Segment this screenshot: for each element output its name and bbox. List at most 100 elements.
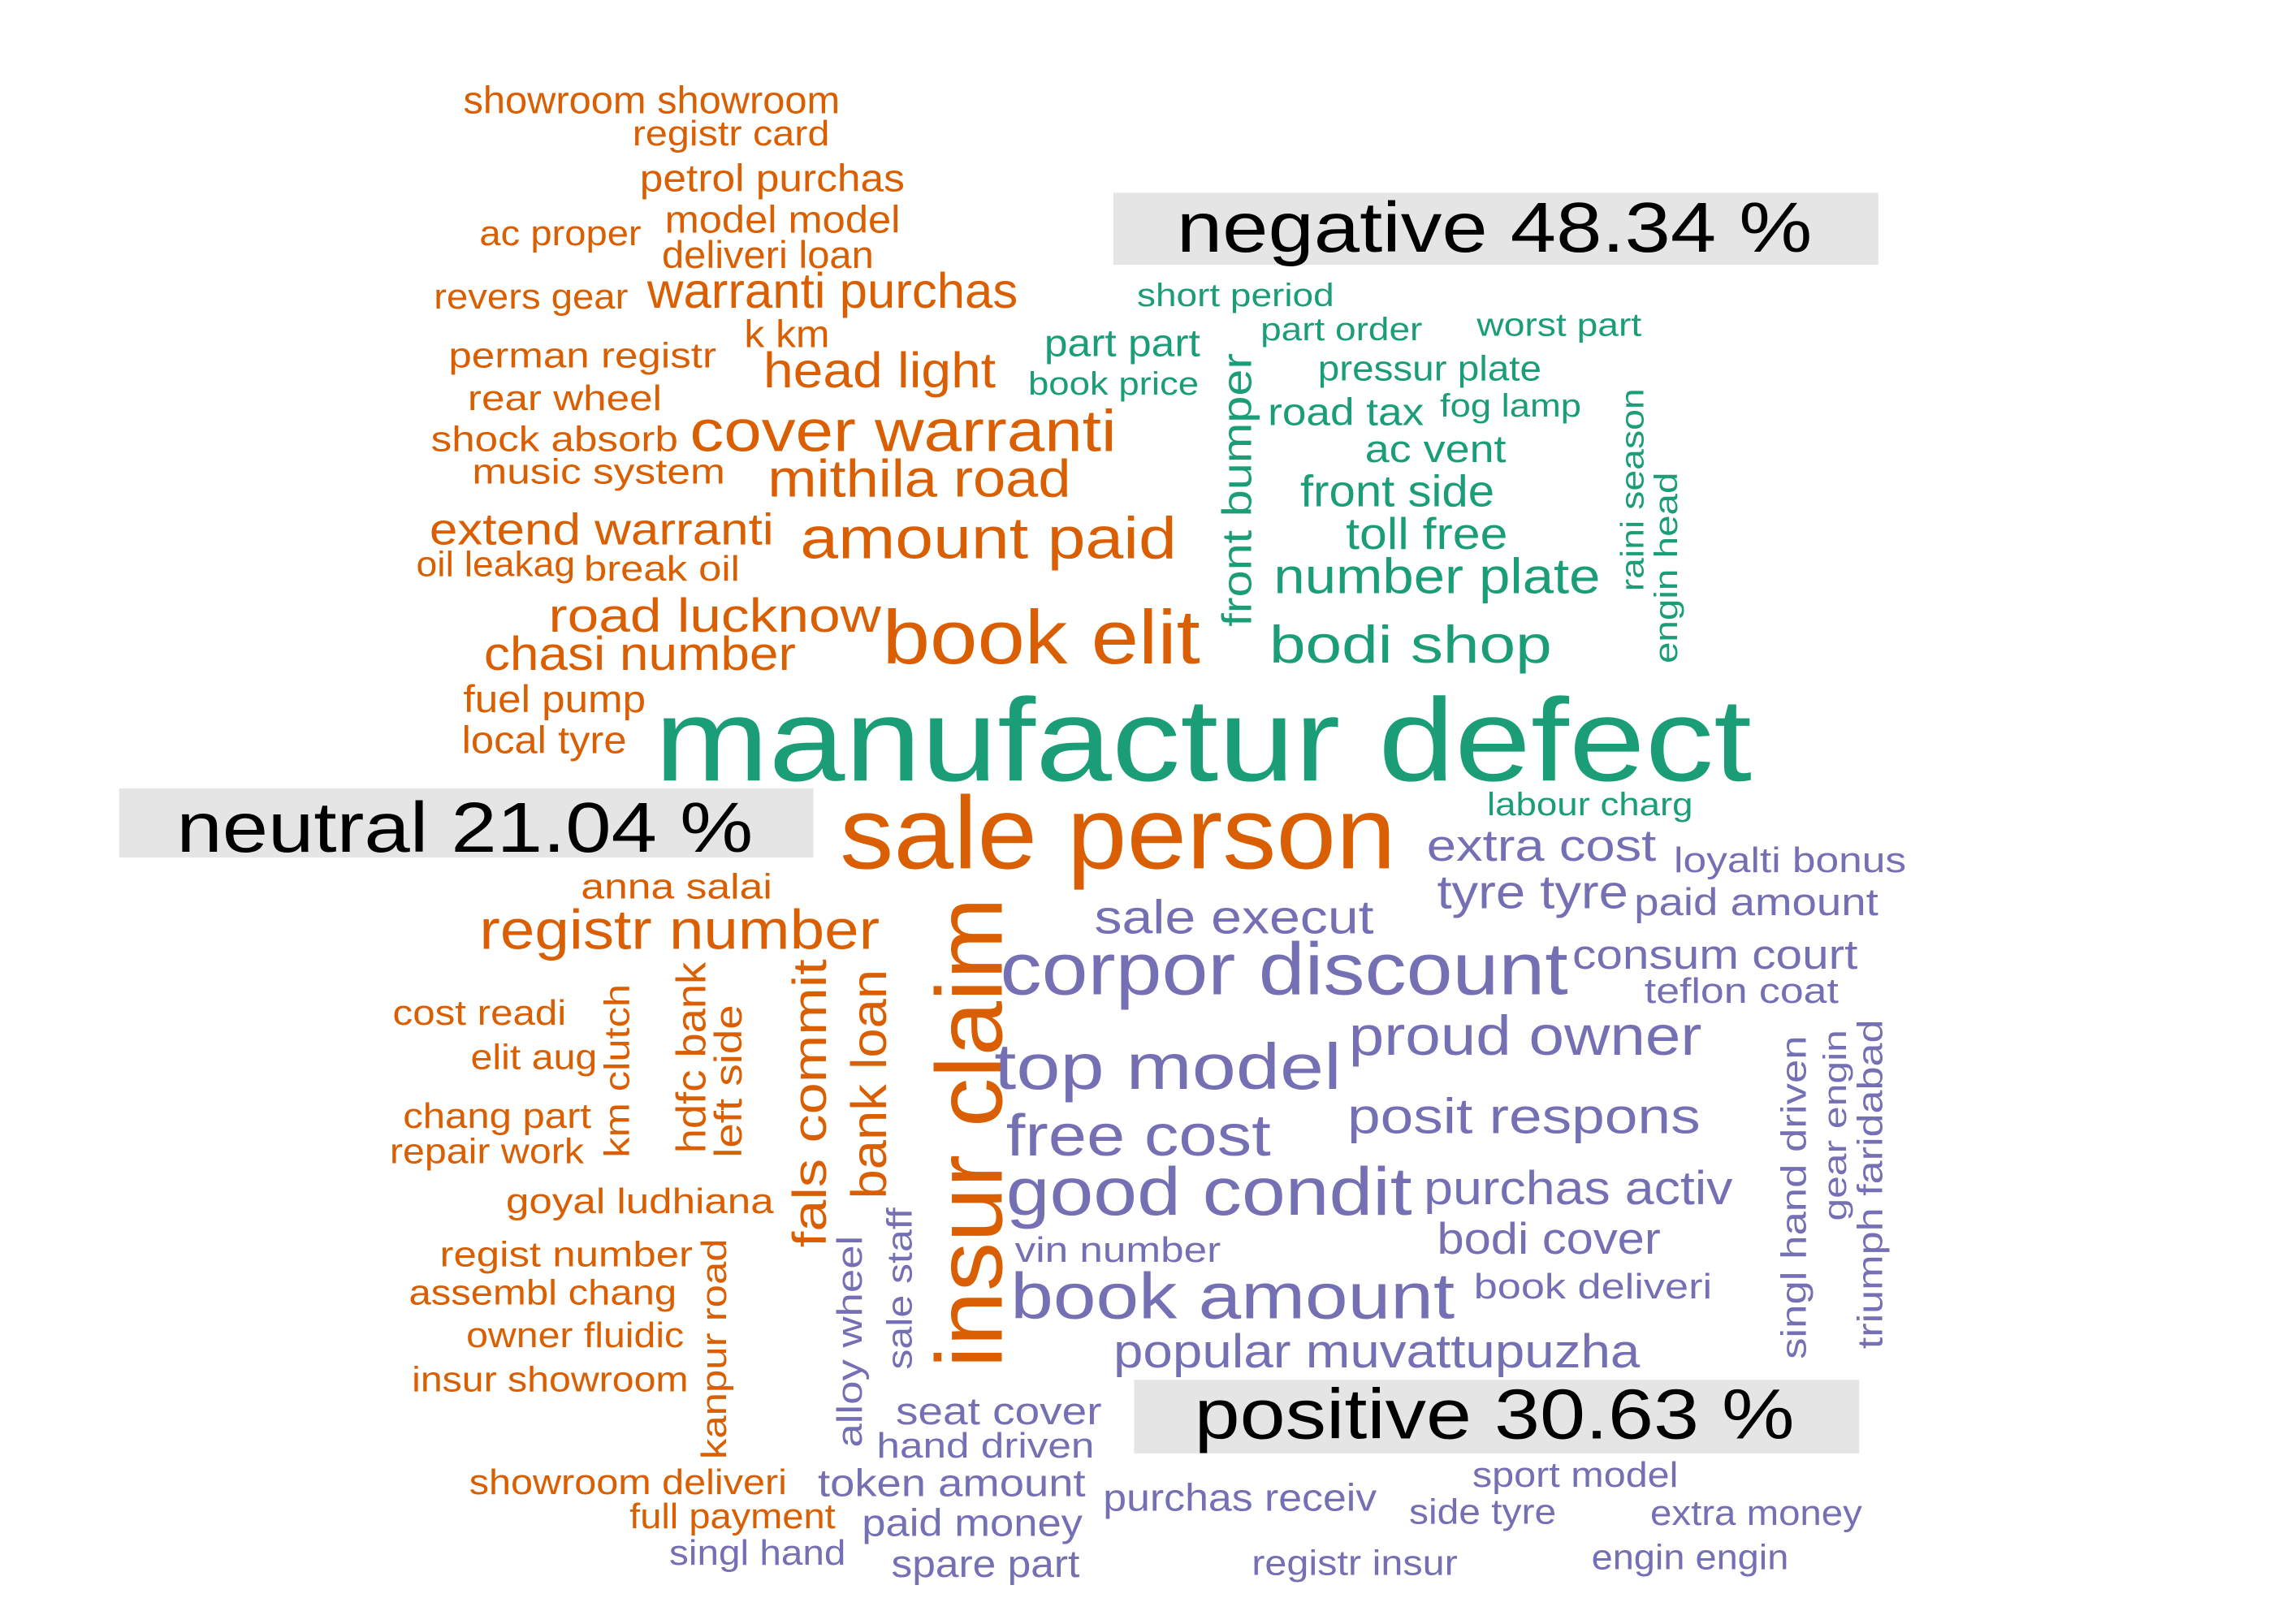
word-number-plate: number plate: [1273, 549, 1600, 605]
word-assembl-chang: assembl chang: [409, 1273, 677, 1312]
word-cost-readi: cost readi: [393, 994, 567, 1033]
word-part-part: part part: [1044, 322, 1200, 365]
word-showroom-deliveri: showroom deliveri: [469, 1463, 787, 1502]
word-left-side: left side: [707, 1004, 750, 1157]
word-regist-number: regist number: [440, 1235, 694, 1274]
word-sale-staff: sale staff: [880, 1207, 919, 1369]
word-teflon-coat: teflon coat: [1645, 972, 1839, 1011]
word-registr-number: registr number: [479, 898, 880, 961]
word-part-order: part order: [1260, 312, 1422, 348]
word-ac-proper: ac proper: [479, 214, 641, 253]
word-front-bumper: front bumper: [1214, 353, 1260, 627]
word-book-price: book price: [1028, 366, 1199, 402]
word-full-payment: full payment: [629, 1497, 836, 1536]
word-engin-engin: engin engin: [1592, 1538, 1789, 1577]
word-repair-work: repair work: [390, 1132, 584, 1171]
word-elit-aug: elit aug: [471, 1039, 598, 1078]
negative-label-background: [1113, 192, 1878, 266]
word-oil-leakag: oil leakag: [417, 546, 576, 585]
neutral-label: neutral 21.04 %: [119, 788, 814, 867]
word-chang-part: chang part: [403, 1097, 591, 1136]
word-loyalti-bonus: loyalti bonus: [1674, 841, 1906, 880]
word-singl-hand-driven: singl hand driven: [1775, 1035, 1814, 1359]
word-manufactur-defect: manufactur defect: [655, 674, 1752, 806]
word-book-deliveri: book deliveri: [1474, 1268, 1712, 1307]
word-fals-commit: fals commit: [785, 959, 837, 1247]
word-token-amount: token amount: [818, 1462, 1086, 1505]
word-warranti-purchas: warranti purchas: [646, 263, 1018, 319]
word-sport-model: sport model: [1472, 1456, 1679, 1495]
word-perman-registr: perman registr: [448, 336, 716, 375]
negative-label: negative 48.34 %: [1113, 188, 1878, 267]
word-posit-respons: posit respons: [1347, 1088, 1701, 1144]
word-amount-paid: amount paid: [800, 506, 1177, 572]
word-sale-person: sale person: [840, 775, 1396, 890]
word-labour-charg: labour charg: [1487, 787, 1693, 823]
word-anna-salai: anna salai: [581, 867, 772, 906]
positive-label-background: [1134, 1380, 1860, 1453]
word-corpor-discount: corpor discount: [1001, 928, 1568, 1010]
word-hdfc-bank: hdfc bank: [668, 961, 715, 1153]
word-model-model: model model: [665, 197, 901, 240]
word-insur-showroom: insur showroom: [412, 1360, 688, 1399]
word-top-model: top model: [994, 1030, 1341, 1103]
word-hand-driven: hand driven: [876, 1427, 1094, 1466]
neutral-label-background: [119, 788, 814, 858]
word-music-system: music system: [472, 453, 725, 492]
word-insur-claim: insur claim: [917, 897, 1022, 1368]
word-fog-lamp: fog lamp: [1440, 388, 1581, 424]
word-k-km: k km: [744, 313, 829, 356]
word-proud-owner: proud owner: [1349, 1004, 1702, 1067]
word-head-light: head light: [763, 343, 996, 399]
word-extend-warranti: extend warranti: [430, 505, 774, 555]
negative-label-text: negative 48.34 %: [1177, 188, 1812, 267]
word-bank-loan: bank loan: [841, 970, 897, 1199]
word-chasi-number: chasi number: [484, 628, 796, 680]
word-singl-hand: singl hand: [669, 1534, 845, 1573]
word-ac-vent: ac vent: [1365, 427, 1507, 470]
word-free-cost: free cost: [1006, 1103, 1271, 1168]
word-registr-insur: registr insur: [1252, 1544, 1458, 1583]
word-purchas-activ: purchas activ: [1424, 1163, 1732, 1215]
word-short-period: short period: [1137, 278, 1334, 313]
word-bodi-cover: bodi cover: [1437, 1214, 1660, 1263]
word-engin-head: engin head: [1649, 473, 1684, 664]
word-shock-absorb: shock absorb: [431, 421, 678, 460]
word-consum-court: consum court: [1572, 931, 1857, 978]
word-good-condit: good condit: [1006, 1154, 1412, 1229]
word-sale-execut: sale execut: [1094, 892, 1373, 944]
neutral-label-text: neutral 21.04 %: [176, 788, 753, 867]
word-revers-gear: revers gear: [434, 278, 628, 317]
word-extra-money: extra money: [1650, 1494, 1862, 1533]
word-kanpur-road: kanpur road: [695, 1238, 734, 1459]
positive-label: positive 30.63 %: [1134, 1376, 1860, 1454]
word-deliveri-loan: deliveri loan: [662, 233, 874, 276]
word-raini-season: raini season: [1615, 388, 1650, 591]
word-mithila-road: mithila road: [767, 448, 1070, 508]
word-triumph-faridabad: triumph faridabad: [1852, 1019, 1891, 1349]
word-rear-wheel: rear wheel: [468, 379, 662, 418]
word-owner-fluidic: owner fluidic: [466, 1316, 684, 1355]
word-popular-muvattupuzha: popular muvattupuzha: [1113, 1326, 1641, 1378]
word-spare-part: spare part: [892, 1542, 1080, 1585]
word-tyre-tyre: tyre tyre: [1437, 867, 1628, 919]
word-paid-amount: paid amount: [1634, 880, 1878, 923]
word-side-tyre: side tyre: [1409, 1492, 1556, 1531]
word-book-amount: book amount: [1010, 1260, 1455, 1332]
word-break-oil: break oil: [584, 550, 740, 589]
word-petrol-purchas: petrol purchas: [640, 157, 905, 200]
word-pressur-plate: pressur plate: [1318, 350, 1541, 389]
word-bodi-shop: bodi shop: [1269, 615, 1552, 674]
word-toll-free: toll free: [1346, 509, 1507, 559]
word-seat-cover: seat cover: [896, 1389, 1102, 1432]
positive-label-text: positive 30.63 %: [1195, 1376, 1795, 1454]
word-fuel-pump: fuel pump: [463, 677, 646, 720]
word-vin-number: vin number: [1015, 1231, 1221, 1270]
word-book-elit: book elit: [883, 594, 1200, 680]
word-extra-cost: extra cost: [1427, 821, 1657, 870]
sentiment-labels: negative 48.34 % neutral 21.04 % positiv…: [119, 188, 1878, 1454]
word-purchas-receiv: purchas receiv: [1103, 1476, 1377, 1519]
